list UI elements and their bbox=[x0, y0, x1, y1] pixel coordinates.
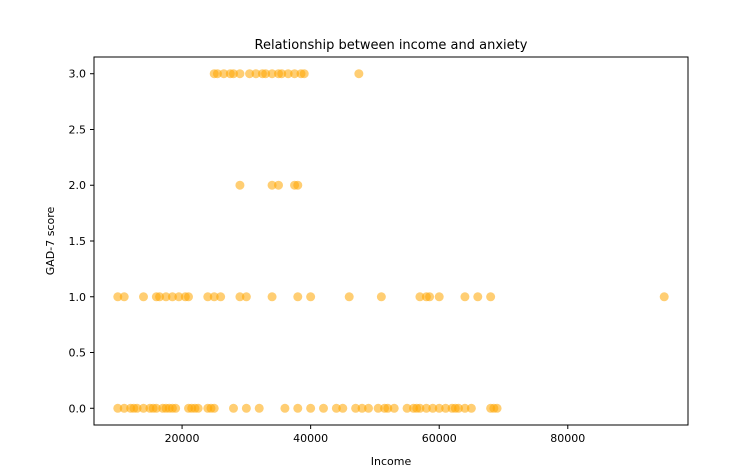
data-point bbox=[229, 403, 238, 413]
data-point bbox=[139, 403, 148, 413]
data-point bbox=[373, 403, 383, 413]
data-point bbox=[212, 69, 222, 79]
data-point bbox=[389, 403, 399, 413]
data-point bbox=[171, 403, 181, 413]
data-point bbox=[261, 69, 271, 79]
data-point bbox=[229, 69, 238, 79]
data-point bbox=[219, 69, 229, 79]
data-point bbox=[466, 403, 476, 413]
data-point bbox=[441, 403, 451, 413]
data-point bbox=[383, 403, 393, 413]
y-tick-label: 0.0 bbox=[69, 402, 87, 415]
data-point bbox=[293, 180, 303, 190]
data-point bbox=[659, 292, 669, 302]
data-point bbox=[434, 403, 444, 413]
data-point bbox=[293, 403, 303, 413]
data-point bbox=[486, 292, 496, 302]
x-tick-label: 20000 bbox=[165, 432, 200, 445]
data-point bbox=[241, 403, 251, 413]
y-tick-label: 3.0 bbox=[69, 68, 87, 81]
data-point bbox=[306, 403, 316, 413]
data-point bbox=[174, 292, 184, 302]
x-axis: 20000 40000 60000 80000 bbox=[165, 425, 585, 445]
data-point bbox=[241, 292, 251, 302]
data-point bbox=[364, 403, 373, 413]
data-point bbox=[277, 69, 287, 79]
data-point bbox=[155, 292, 165, 302]
data-point bbox=[280, 403, 290, 413]
data-point bbox=[283, 69, 293, 79]
data-point bbox=[376, 292, 386, 302]
data-point bbox=[274, 180, 283, 190]
data-point bbox=[235, 292, 245, 302]
points-layer bbox=[113, 69, 669, 413]
y-tick-label: 1.0 bbox=[69, 291, 87, 304]
data-point bbox=[119, 292, 129, 302]
data-point bbox=[425, 292, 435, 302]
data-point bbox=[428, 403, 438, 413]
data-point bbox=[235, 180, 245, 190]
data-point bbox=[344, 292, 354, 302]
data-point bbox=[267, 292, 277, 302]
x-tick-label: 80000 bbox=[550, 432, 585, 445]
data-point bbox=[235, 69, 245, 79]
data-point bbox=[151, 403, 161, 413]
data-point bbox=[454, 403, 463, 413]
chart-title: Relationship between income and anxiety bbox=[255, 38, 528, 53]
data-point bbox=[209, 403, 219, 413]
data-point bbox=[193, 403, 203, 413]
data-point bbox=[203, 292, 213, 302]
x-tick-label: 40000 bbox=[293, 432, 328, 445]
data-point bbox=[460, 403, 470, 413]
data-point bbox=[251, 69, 261, 79]
data-point bbox=[216, 292, 226, 302]
data-point bbox=[113, 403, 123, 413]
data-point bbox=[331, 403, 341, 413]
y-axis-label: GAD-7 score bbox=[44, 207, 57, 276]
data-point bbox=[354, 69, 364, 79]
data-point bbox=[473, 292, 483, 302]
y-tick-label: 2.5 bbox=[69, 123, 87, 136]
data-point bbox=[357, 403, 367, 413]
data-point bbox=[293, 292, 303, 302]
data-point bbox=[113, 292, 123, 302]
data-point bbox=[290, 69, 300, 79]
data-point bbox=[434, 292, 444, 302]
data-point bbox=[338, 403, 348, 413]
data-point bbox=[161, 292, 171, 302]
data-point bbox=[267, 69, 277, 79]
data-point bbox=[421, 403, 431, 413]
x-axis-label: Income bbox=[371, 455, 412, 468]
data-point bbox=[167, 292, 177, 302]
data-point bbox=[306, 292, 316, 302]
data-point bbox=[132, 403, 142, 413]
x-tick-label: 60000 bbox=[422, 432, 457, 445]
data-point bbox=[119, 403, 129, 413]
data-point bbox=[402, 403, 412, 413]
data-point bbox=[209, 292, 219, 302]
data-point bbox=[245, 69, 255, 79]
data-point bbox=[492, 403, 502, 413]
data-point bbox=[299, 69, 309, 79]
y-tick-label: 2.0 bbox=[69, 179, 87, 192]
data-point bbox=[319, 403, 328, 413]
data-point bbox=[254, 403, 264, 413]
data-point bbox=[267, 180, 277, 190]
y-tick-label: 0.5 bbox=[69, 347, 87, 360]
data-point bbox=[415, 403, 425, 413]
data-point bbox=[460, 292, 470, 302]
data-point bbox=[415, 292, 425, 302]
y-axis: 0.0 0.5 1.0 1.5 2.0 2.5 3.0 bbox=[69, 68, 94, 415]
data-point bbox=[184, 292, 193, 302]
y-tick-label: 1.5 bbox=[69, 235, 87, 248]
data-point bbox=[139, 292, 148, 302]
data-point bbox=[351, 403, 361, 413]
